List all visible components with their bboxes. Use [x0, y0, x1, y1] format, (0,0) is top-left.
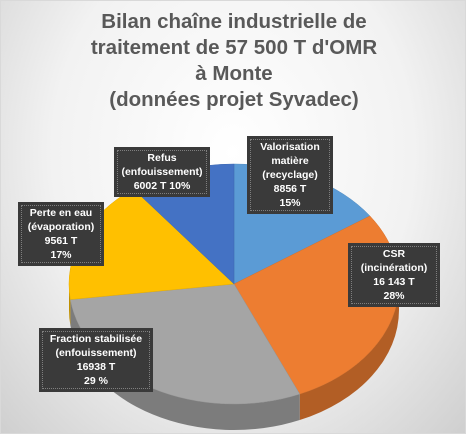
- chart-title-line: traitement de 57 500 T d'OMR: [90, 36, 378, 59]
- pie-slice-side: [70, 299, 300, 430]
- data-label-fraction-stabilisee: Fraction stabilisée (enfouissement) 1693…: [39, 328, 153, 392]
- data-label-line: Fraction stabilisée: [49, 333, 143, 345]
- data-label-csr: CSR (incinération) 16 143 T 28%: [348, 243, 440, 307]
- data-label-line: 15%: [279, 197, 301, 209]
- chart-title: Bilan chaîne industrielle de traitement …: [1, 9, 465, 113]
- data-label-valorisation: Valorisation matière (recyclage) 8856 T …: [247, 136, 333, 214]
- data-label-line: 29 %: [84, 375, 108, 387]
- data-label-line: 16 143 T: [373, 276, 415, 288]
- data-label-line: 16938 T: [76, 361, 116, 373]
- chart-title-line: Bilan chaîne industrielle de: [101, 10, 367, 33]
- data-label-line: (incinération): [360, 262, 428, 274]
- data-label-line: 28%: [383, 290, 405, 302]
- chart-title-line: (données projet Syvadec): [109, 88, 359, 111]
- data-label-line: 8856 T: [273, 183, 307, 195]
- pie-slice-side: [299, 284, 399, 421]
- data-label-line: Perte en eau: [29, 207, 93, 219]
- data-label-line: Valorisation: [260, 141, 320, 153]
- data-label-perte-eau: Perte en eau (évaporation) 9561 T 17%: [18, 202, 104, 266]
- data-label-line: 9561 T: [44, 235, 78, 247]
- chart-title-line: à Monte: [195, 62, 273, 85]
- data-label-line: CSR: [382, 248, 406, 260]
- pie-slice-side: [69, 284, 71, 326]
- data-label-line: (recyclage): [262, 169, 318, 181]
- data-label-line: 17%: [50, 249, 72, 261]
- data-label-line: (évaporation): [27, 221, 95, 233]
- data-label-line: matière: [271, 155, 309, 167]
- data-label-refus: Refus (enfouissement) 6002 T 10%: [114, 147, 210, 197]
- data-label-line: (enfouissement): [121, 166, 203, 178]
- data-label-line: (enfouissement): [55, 347, 137, 359]
- data-label-line: 6002 T 10%: [133, 180, 191, 192]
- data-label-line: Refus: [147, 152, 177, 164]
